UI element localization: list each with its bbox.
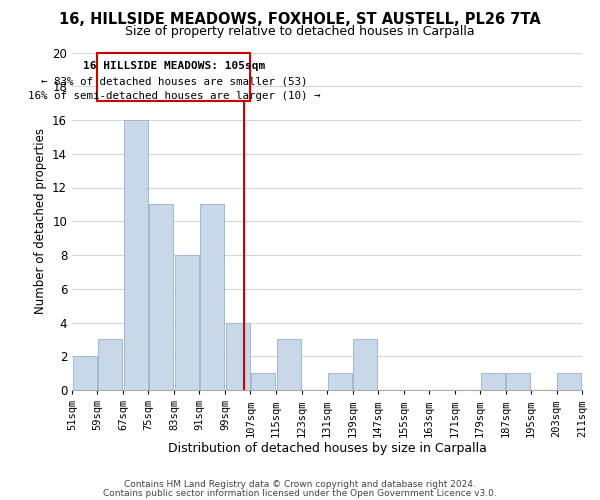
Bar xyxy=(353,340,377,390)
Text: ← 83% of detached houses are smaller (53): ← 83% of detached houses are smaller (53… xyxy=(41,76,307,86)
Bar xyxy=(481,373,505,390)
Bar xyxy=(73,356,97,390)
Text: Contains public sector information licensed under the Open Government Licence v3: Contains public sector information licen… xyxy=(103,488,497,498)
Text: Contains HM Land Registry data © Crown copyright and database right 2024.: Contains HM Land Registry data © Crown c… xyxy=(124,480,476,489)
Bar xyxy=(328,373,352,390)
X-axis label: Distribution of detached houses by size in Carpalla: Distribution of detached houses by size … xyxy=(167,442,487,455)
Bar xyxy=(506,373,530,390)
Bar xyxy=(277,340,301,390)
Bar xyxy=(557,373,581,390)
Text: Size of property relative to detached houses in Carpalla: Size of property relative to detached ho… xyxy=(125,25,475,38)
Y-axis label: Number of detached properties: Number of detached properties xyxy=(34,128,47,314)
Text: 16 HILLSIDE MEADOWS: 105sqm: 16 HILLSIDE MEADOWS: 105sqm xyxy=(83,61,265,71)
FancyBboxPatch shape xyxy=(97,52,251,102)
Bar xyxy=(149,204,173,390)
Bar xyxy=(200,204,224,390)
Bar xyxy=(175,255,199,390)
Bar xyxy=(226,322,250,390)
Text: 16% of semi-detached houses are larger (10) →: 16% of semi-detached houses are larger (… xyxy=(28,92,320,102)
Bar xyxy=(98,340,122,390)
Bar xyxy=(124,120,148,390)
Text: 16, HILLSIDE MEADOWS, FOXHOLE, ST AUSTELL, PL26 7TA: 16, HILLSIDE MEADOWS, FOXHOLE, ST AUSTEL… xyxy=(59,12,541,28)
Bar xyxy=(251,373,275,390)
